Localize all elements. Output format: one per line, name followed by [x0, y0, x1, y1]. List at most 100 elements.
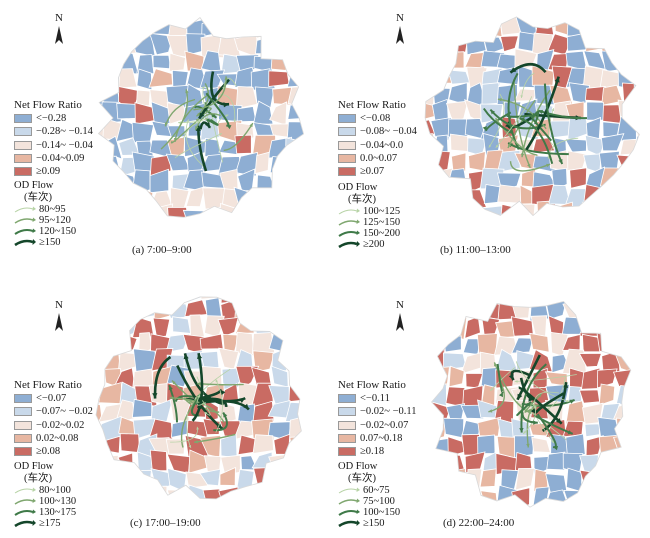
district-cell [431, 457, 433, 477]
district-cell [224, 506, 240, 520]
district-cell [101, 297, 122, 322]
district-cell [500, 35, 519, 53]
flow-arrow-icon [338, 498, 360, 505]
district-cell [185, 17, 208, 22]
legend-swatch [14, 447, 32, 457]
district-cell [271, 207, 293, 218]
district-cell [240, 223, 252, 242]
district-cell [461, 433, 480, 456]
flow-arrowhead [507, 129, 513, 134]
flow-arc [183, 353, 225, 406]
district-cell [613, 301, 631, 320]
district-cell [98, 17, 106, 39]
district-cell [586, 16, 608, 38]
od-label: 130~175 [39, 506, 77, 518]
legend-label: <−0.11 [360, 393, 390, 405]
district-cell [431, 301, 434, 322]
district-cell [168, 52, 186, 72]
district-cell [307, 487, 325, 507]
district-cell [632, 385, 650, 407]
flow-arrowhead [188, 445, 191, 448]
district-cell [270, 472, 294, 490]
flow-arrowhead [526, 443, 530, 448]
legend-swatch [338, 420, 356, 430]
flow-arrowhead [495, 144, 499, 148]
district-cell [431, 472, 435, 488]
flow-arrow-icon [14, 217, 36, 224]
panel-caption-c: (c) 17:00–19:00 [130, 517, 201, 529]
flow-arrowhead [495, 118, 500, 122]
district-cell [633, 317, 650, 337]
district-cell [617, 188, 640, 205]
flow-arrowhead [233, 119, 237, 123]
district-cell [287, 222, 310, 245]
district-cell [601, 301, 621, 305]
district-cell [304, 349, 325, 371]
district-cell [115, 470, 135, 493]
district-cell [117, 221, 133, 243]
district-cell [496, 149, 521, 173]
flow-arrowhead [204, 121, 210, 128]
district-cell [632, 68, 640, 91]
district-cell [612, 332, 631, 355]
district-cell [621, 35, 640, 53]
flow-arc [524, 392, 543, 413]
district-cell [584, 423, 600, 438]
district-cell [98, 17, 104, 24]
district-cell [286, 17, 304, 23]
flow-arrow-icon [338, 519, 360, 527]
district-cell [114, 298, 140, 316]
district-cell [616, 16, 640, 35]
od-item: 95~120 [14, 215, 76, 226]
flow-arrowhead [195, 126, 199, 131]
district-cell [255, 487, 277, 499]
flow-arrowhead [533, 406, 537, 410]
district-cell [569, 167, 588, 189]
flow-arrowhead [569, 399, 575, 404]
od-label: 75~100 [363, 495, 395, 507]
legend-title: Net Flow Ratio [338, 379, 406, 391]
flow-arrow-icon [14, 238, 36, 246]
net-flow-legend-c: Net Flow Ratio <−0.07 −0.07~ −0.02 −0.02… [14, 379, 93, 458]
map-panel-a: N Net Flow Ratio <−0.28 −0.28~ −0.14 −0.… [0, 0, 325, 269]
legend-swatch [338, 434, 356, 444]
district-cell [630, 504, 631, 508]
flow-arrowhead [219, 133, 222, 136]
legend-swatch [338, 154, 356, 164]
legend-item: −0.14~ −0.04 [14, 139, 93, 152]
legend-item: <−0.07 [14, 392, 93, 405]
flow-arrowhead [482, 126, 487, 131]
district-cell [599, 316, 622, 341]
district-cell [236, 106, 257, 123]
district-cell [269, 296, 292, 319]
district-cells [425, 16, 640, 243]
district-cell [152, 317, 171, 339]
od-item: ≥150 [338, 518, 400, 529]
flow-arrow-icon [338, 240, 360, 248]
od-flow-arrows [482, 62, 588, 172]
net-flow-legend-a: Net Flow Ratio <−0.28 −0.28~ −0.14 −0.14… [14, 99, 93, 178]
district-cell [600, 223, 620, 239]
district-cell [252, 434, 274, 454]
flow-arrowhead [490, 388, 494, 391]
district-cell [166, 489, 191, 499]
district-cell [566, 206, 585, 216]
district-cell [442, 315, 468, 341]
district-cell [150, 485, 168, 499]
flow-arrowhead [528, 396, 535, 402]
od-item: 125~150 [338, 217, 400, 228]
district-cell [449, 16, 471, 20]
district-cell [235, 85, 258, 110]
district-cell [447, 220, 470, 243]
flow-arrowhead [533, 420, 538, 425]
district-cell [632, 17, 640, 37]
district-cell [619, 138, 640, 156]
district-cell [482, 223, 504, 239]
district-cell [615, 455, 631, 476]
legend-label: ≥0.07 [360, 166, 385, 178]
map-panel-d: N Net Flow Ratio <−0.11 −0.02~ −0.11 −0.… [325, 269, 650, 538]
legend-label: <−0.07 [36, 393, 67, 405]
flow-arrowhead [169, 396, 174, 400]
district-cell [119, 186, 140, 210]
od-flow-arrows [160, 71, 254, 172]
